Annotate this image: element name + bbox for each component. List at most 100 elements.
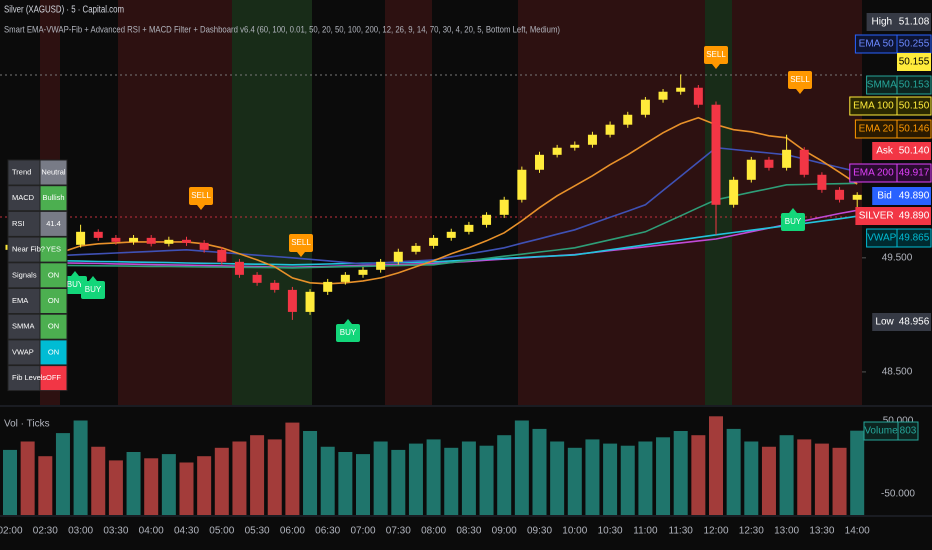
candle-body: [358, 269, 368, 275]
dashboard-cell: [7, 339, 41, 366]
volume-bar: [214, 447, 229, 515]
price-tag-value: 50.146: [899, 124, 930, 135]
signal-box: [781, 213, 805, 231]
price-tag-name: SMMA: [867, 80, 897, 91]
signal-box: [189, 187, 213, 205]
volume-bar: [144, 458, 159, 515]
candle-body: [111, 237, 121, 242]
volume-bar: [267, 439, 282, 515]
candle-body: [182, 239, 191, 243]
candle-body: [146, 237, 156, 244]
x-tick-label: 13:00: [774, 526, 799, 537]
dashboard-cell: [7, 313, 41, 340]
zone: [118, 0, 232, 405]
volume-bar: [320, 446, 335, 515]
candle-body: [676, 87, 686, 92]
dashboard-label: SMMA: [12, 322, 35, 331]
volume-bar: [479, 445, 494, 515]
candle-body: [129, 237, 139, 242]
price-tag-value: 49.865: [899, 233, 930, 244]
candle-body: [446, 231, 456, 238]
volume-bar: [38, 456, 53, 515]
volume-bar: [656, 437, 671, 515]
candle-body: [340, 274, 350, 282]
signal-label: BUY: [340, 328, 357, 337]
price-tag-box: [849, 96, 898, 116]
price-tag-value: 51.108: [899, 17, 930, 28]
signal-label: BUY: [785, 217, 802, 226]
x-tick-label: 10:00: [562, 526, 587, 537]
volume-bar: [850, 430, 865, 515]
dashboard-value: 41.4: [46, 219, 61, 228]
candle-body: [711, 104, 721, 205]
candle-body: [164, 239, 174, 244]
volume-bar: [108, 460, 123, 515]
chart-title: Silver (XAGUSD) · 5 · Capital.com: [4, 5, 124, 16]
volume-bar: [797, 439, 812, 515]
dashboard-cell: [7, 288, 41, 314]
x-tick-label: 07:00: [350, 526, 375, 537]
indicator-line: [9, 215, 858, 266]
price-tag-box: [872, 313, 897, 331]
candle-body: [323, 281, 333, 292]
dashboard-cell: [39, 210, 68, 237]
dashboard-value: YES: [46, 245, 61, 254]
volume-bar: [585, 439, 600, 515]
volume-bar: [373, 441, 388, 515]
price-tag-box: [897, 313, 931, 331]
x-tick-label: 14:00: [845, 526, 870, 537]
volume-bar: [285, 422, 300, 515]
x-tick-label: 08:30: [456, 526, 481, 537]
price-tag-box: [897, 13, 931, 31]
volume-bar: [20, 441, 35, 515]
candle-body: [199, 242, 209, 250]
volume-bar: [620, 445, 635, 515]
price-tag-box: [866, 75, 898, 95]
dashboard-value: Bullish: [42, 193, 64, 202]
x-tick-label: 09:30: [527, 526, 552, 537]
price-tag-name: Ask: [876, 146, 894, 157]
price-tag-box: [897, 142, 931, 160]
candle-body: [252, 274, 262, 283]
x-tick-label: 11:30: [669, 526, 694, 537]
x-tick-label: 04:30: [174, 526, 199, 537]
signal-box: [788, 71, 812, 89]
volume-bar: [461, 441, 476, 515]
dashboard-cell: [39, 313, 68, 340]
price-tag-box: [866, 13, 897, 31]
candle-body: [640, 99, 650, 115]
volume-bar: [567, 447, 582, 515]
price-tag-box: [849, 163, 898, 183]
x-tick-label: 06:00: [280, 526, 305, 537]
volume-axis-label: -50.000: [881, 489, 915, 500]
volume-bar: [532, 428, 547, 515]
price-tag-name: Bid: [877, 191, 891, 202]
signal-pointer: [344, 319, 352, 324]
volume-bar: [673, 431, 688, 515]
price-tag-value: 48.956: [899, 317, 930, 328]
volume-title: Vol · Ticks: [4, 419, 50, 430]
price-tag-box: [855, 207, 897, 225]
volume-axis-label: 50.000: [883, 416, 914, 427]
signal-label: BUY: [85, 285, 102, 294]
signal-pointer: [297, 252, 305, 257]
signal-label: BUY: [67, 280, 84, 289]
candle-body: [517, 169, 527, 200]
volume-bar: [391, 449, 406, 515]
x-tick-label: 06:30: [315, 526, 340, 537]
price-tag-value: 49.890: [899, 191, 930, 202]
volume-bar: [356, 454, 370, 515]
volume-bar: [603, 443, 618, 515]
volume-bar: [232, 441, 247, 515]
price-tag-box: [872, 187, 897, 205]
x-tick-label: 04:00: [139, 526, 164, 537]
candle-body: [535, 154, 544, 170]
volume-bar: [832, 447, 847, 515]
signal-zones: [40, 0, 862, 405]
price-tag-box: [866, 228, 898, 248]
volume-bar: [161, 454, 176, 515]
price-tag-box: [897, 187, 931, 205]
candle-body: [693, 87, 703, 105]
candle-body: [605, 124, 615, 135]
